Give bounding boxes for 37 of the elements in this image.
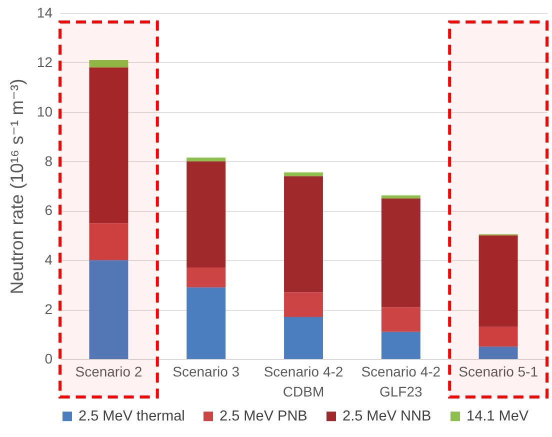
bar xyxy=(478,235,518,327)
bar xyxy=(284,176,323,292)
bar xyxy=(284,292,323,317)
y-axis-title: Neutron rate (10¹⁶ s⁻¹ m⁻³) xyxy=(6,78,27,294)
y-tick-label: 6 xyxy=(44,202,53,218)
legend-label: 2.5 MeV thermal xyxy=(78,408,185,424)
bar xyxy=(89,67,128,224)
y-tick-label: 14 xyxy=(36,4,53,20)
legend-label: 2.5 MeV NNB xyxy=(342,408,432,424)
bar xyxy=(381,332,420,359)
bar xyxy=(478,346,518,359)
bar xyxy=(284,316,323,359)
x-tick-label: Scenario 4-2 CDBM xyxy=(264,364,344,400)
x-tick-label: Scenario 2 xyxy=(75,364,142,380)
y-tick-label: 0 xyxy=(44,350,53,366)
y-tick-label: 8 xyxy=(44,152,53,169)
legend-label: 14.1 MeV xyxy=(466,408,529,424)
y-tick-label: 4 xyxy=(44,252,53,268)
bar xyxy=(381,198,420,308)
x-tick-label: Scenario 4-2 GLF23 xyxy=(361,364,441,400)
bar xyxy=(186,287,226,359)
bar xyxy=(381,195,420,198)
bar xyxy=(89,223,128,260)
x-tick-label: Scenario 5-1 xyxy=(458,364,538,380)
bar xyxy=(284,172,323,176)
bar xyxy=(89,260,128,359)
x-tick-label: Scenario 3 xyxy=(172,364,240,380)
y-tick-label: 12 xyxy=(36,54,53,70)
bar xyxy=(381,307,420,332)
bar xyxy=(186,161,226,268)
bar xyxy=(186,268,226,288)
y-tick-label: 2 xyxy=(44,301,53,318)
bar xyxy=(186,158,226,162)
bar xyxy=(478,326,518,347)
legend-label: 2.5 MeV PNB xyxy=(220,408,308,424)
y-tick-label: 10 xyxy=(36,103,53,120)
bar xyxy=(89,60,128,68)
